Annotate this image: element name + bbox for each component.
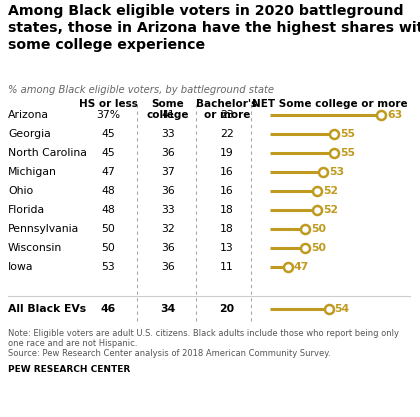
Text: 53: 53: [329, 167, 344, 177]
Text: All Black EVs: All Black EVs: [8, 304, 86, 314]
Text: Pennsylvania: Pennsylvania: [8, 224, 79, 234]
Text: 33: 33: [161, 129, 175, 139]
Text: 50: 50: [101, 243, 115, 253]
Text: Wisconsin: Wisconsin: [8, 243, 62, 253]
Text: 48: 48: [101, 205, 115, 215]
Text: 22: 22: [220, 129, 234, 139]
Text: 52: 52: [323, 186, 338, 196]
Text: 54: 54: [335, 304, 350, 314]
Text: 50: 50: [311, 243, 326, 253]
Text: 37: 37: [161, 167, 175, 177]
Text: Arizona: Arizona: [8, 110, 49, 120]
Text: 36: 36: [161, 262, 175, 272]
Text: Iowa: Iowa: [8, 262, 34, 272]
Text: 32: 32: [161, 224, 175, 234]
Text: 46: 46: [100, 304, 116, 314]
Text: 41: 41: [161, 110, 175, 120]
Text: Georgia: Georgia: [8, 129, 51, 139]
Text: 19: 19: [220, 148, 234, 158]
Text: Michigan: Michigan: [8, 167, 57, 177]
Text: 53: 53: [101, 262, 115, 272]
Text: 20: 20: [219, 304, 234, 314]
Text: NET Some college or more: NET Some college or more: [252, 99, 408, 109]
Text: HS or less: HS or less: [79, 99, 137, 109]
Text: Bachelor's
or more: Bachelor's or more: [197, 99, 257, 120]
Text: 16: 16: [220, 186, 234, 196]
Text: Some
college: Some college: [147, 99, 189, 120]
Text: 55: 55: [341, 129, 355, 139]
Text: 50: 50: [311, 224, 326, 234]
Text: Florida: Florida: [8, 205, 45, 215]
Text: 11: 11: [220, 262, 234, 272]
Text: one race and are not Hispanic.: one race and are not Hispanic.: [8, 339, 137, 348]
Text: 45: 45: [101, 129, 115, 139]
Text: Ohio: Ohio: [8, 186, 33, 196]
Text: 55: 55: [341, 148, 355, 158]
Text: 47: 47: [294, 262, 309, 272]
Text: 33: 33: [161, 205, 175, 215]
Text: PEW RESEARCH CENTER: PEW RESEARCH CENTER: [8, 365, 130, 374]
Text: 37%: 37%: [96, 110, 120, 120]
Text: % among Black eligible voters, by battleground state: % among Black eligible voters, by battle…: [8, 85, 274, 95]
Text: 52: 52: [323, 205, 338, 215]
Text: 18: 18: [220, 224, 234, 234]
Text: 36: 36: [161, 186, 175, 196]
Text: 18: 18: [220, 205, 234, 215]
Text: 34: 34: [160, 304, 176, 314]
Text: 50: 50: [101, 224, 115, 234]
Text: Source: Pew Research Center analysis of 2018 American Community Survey.: Source: Pew Research Center analysis of …: [8, 349, 331, 358]
Text: 23: 23: [220, 110, 234, 120]
Text: 48: 48: [101, 186, 115, 196]
Text: 63: 63: [387, 110, 402, 120]
Text: Note: Eligible voters are adult U.S. citizens. Black adults include those who re: Note: Eligible voters are adult U.S. cit…: [8, 329, 399, 338]
Text: 36: 36: [161, 243, 175, 253]
Text: 45: 45: [101, 148, 115, 158]
Text: 36: 36: [161, 148, 175, 158]
Text: 16: 16: [220, 167, 234, 177]
Text: 13: 13: [220, 243, 234, 253]
Text: Among Black eligible voters in 2020 battleground
states, those in Arizona have t: Among Black eligible voters in 2020 batt…: [8, 4, 420, 52]
Text: 47: 47: [101, 167, 115, 177]
Text: North Carolina: North Carolina: [8, 148, 87, 158]
